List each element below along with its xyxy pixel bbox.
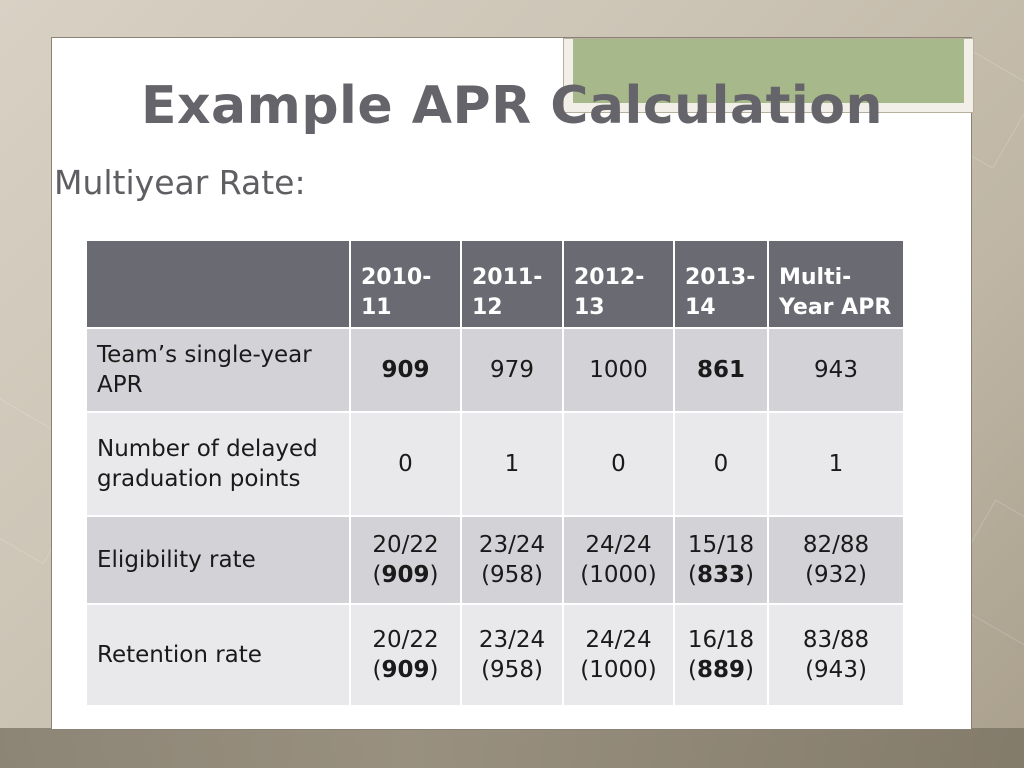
table-row: Eligibility rate 20/22 (909) 23/24 (958) 2…: [87, 517, 903, 603]
table-cell: 1: [769, 413, 903, 515]
cell-fraction: 82/88: [802, 532, 870, 558]
table-cell: 1000: [564, 329, 673, 411]
table-cell: 24/24 (1000): [564, 605, 673, 705]
cell-fraction: 83/88: [802, 627, 870, 653]
table-cell: 23/24 (958): [462, 605, 562, 705]
table-cell: 83/88 (943): [769, 605, 903, 705]
cell-rate: 909: [381, 562, 430, 588]
table-row: Number of delayed graduation points 0 1 …: [87, 413, 903, 515]
cell-rate: 958: [490, 657, 534, 683]
accent-tab: [563, 38, 974, 113]
slide-title: Example APR Calculation: [140, 76, 883, 136]
header-cell-multi-year-apr: Multi- Year APR: [769, 241, 903, 327]
table-cell: 15/18 (833): [675, 517, 767, 603]
cell-rate: 1000: [589, 562, 648, 588]
background-bottom-band: [0, 728, 1024, 768]
apr-table: 2010- 11 2011- 12 2012- 13 2013- 14 Mult…: [85, 239, 905, 707]
cell-fraction: 24/24: [585, 532, 652, 558]
header-cell-2011-12: 2011- 12: [462, 241, 562, 327]
table-cell: 943: [769, 329, 903, 411]
table-cell: 16/18 (889): [675, 605, 767, 705]
cell-fraction: 23/24: [478, 627, 546, 653]
table-cell: 20/22 (909): [351, 605, 460, 705]
header-cell-2013-14: 2013- 14: [675, 241, 767, 327]
accent-tab-fill: [573, 39, 964, 103]
row-label: Number of delayed graduation points: [87, 413, 349, 515]
table-row: Team’s single-year APR 909 979 1000 861 …: [87, 329, 903, 411]
cell-rate: 958: [490, 562, 534, 588]
table-cell: 23/24 (958): [462, 517, 562, 603]
table-cell: 20/22 (909): [351, 517, 460, 603]
cell-fraction: 16/18: [687, 627, 755, 653]
table-cell: 82/88 (932): [769, 517, 903, 603]
table-row: Retention rate 20/22 (909) 23/24 (958) 24/…: [87, 605, 903, 705]
header-cell-empty: [87, 241, 349, 327]
table-header-row: 2010- 11 2011- 12 2012- 13 2013- 14 Mult…: [87, 241, 903, 327]
cell-rate: 909: [381, 657, 430, 683]
cell-fraction: 15/18: [687, 532, 755, 558]
cell-fraction: 20/22: [372, 532, 439, 558]
slide-subtitle: Multiyear Rate:: [54, 163, 306, 202]
cell-rate: 833: [696, 562, 745, 588]
table-cell: 0: [675, 413, 767, 515]
cell-rate: 1000: [589, 657, 648, 683]
header-cell-2012-13: 2012- 13: [564, 241, 673, 327]
header-cell-2010-11: 2010- 11: [351, 241, 460, 327]
cell-fraction: 20/22: [372, 627, 439, 653]
table-cell: 0: [564, 413, 673, 515]
table-cell: 861: [675, 329, 767, 411]
row-label: Retention rate: [87, 605, 349, 705]
cell-fraction: 23/24: [478, 532, 546, 558]
table-cell: 0: [351, 413, 460, 515]
row-label: Eligibility rate: [87, 517, 349, 603]
table-cell: 909: [351, 329, 460, 411]
table-cell: 24/24 (1000): [564, 517, 673, 603]
cell-fraction: 24/24: [585, 627, 652, 653]
table-cell: 979: [462, 329, 562, 411]
cell-rate: 932: [814, 562, 858, 588]
cell-rate: 889: [696, 657, 745, 683]
cell-rate: 943: [814, 657, 858, 683]
table-cell: 1: [462, 413, 562, 515]
row-label: Team’s single-year APR: [87, 329, 349, 411]
